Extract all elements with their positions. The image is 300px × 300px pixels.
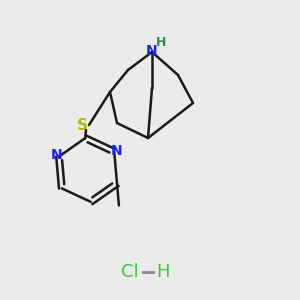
Text: N: N — [146, 44, 158, 58]
Text: Cl: Cl — [121, 263, 139, 281]
Text: S: S — [76, 118, 88, 133]
Text: H: H — [156, 37, 166, 50]
Text: N: N — [51, 148, 63, 163]
Text: N: N — [110, 144, 122, 158]
Text: H: H — [156, 263, 170, 281]
